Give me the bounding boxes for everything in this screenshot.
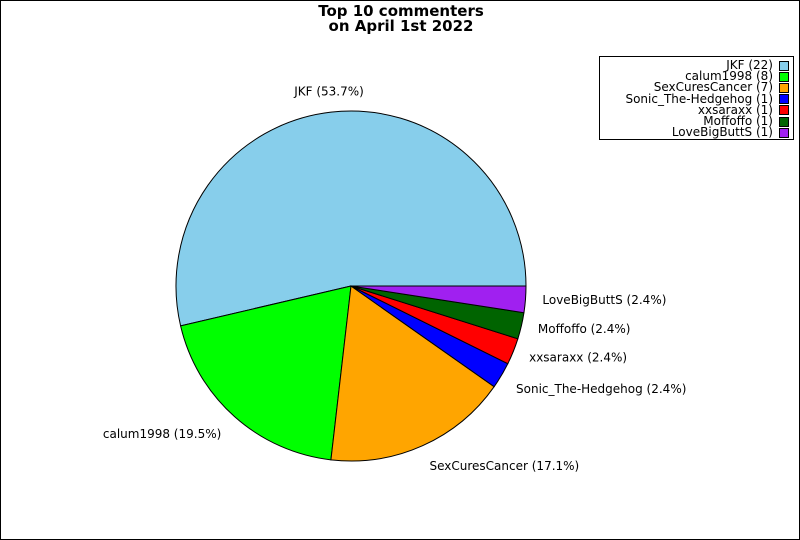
legend-item: Sonic_The-Hedgehog (1) [600,91,789,106]
legend-item: xxsaraxx (1) [600,102,789,117]
legend-label: SexCuresCancer (7) [653,80,773,95]
legend-swatch [779,116,789,127]
legend-label: Moffoffo (1) [703,114,773,129]
legend-label: xxsaraxx (1) [697,102,773,117]
slice-label-lovebigbutts: LoveBigButtS (2.4%) [542,293,666,307]
slice-label-sonic-the-hedgehog: Sonic_The-Hedgehog (2.4%) [516,382,686,396]
slice-label-xxsaraxx: xxsaraxx (2.4%) [529,350,627,364]
legend-item: SexCuresCancer (7) [600,80,789,95]
legend-item: Moffoffo (1) [600,114,789,129]
legend-swatch [779,105,789,116]
chart-legend: JKF (22) calum1998 (8) SexCuresCancer (7) S… [599,56,794,140]
legend-swatch [779,94,789,105]
chart-title-line-2: on April 1st 2022 [328,17,474,35]
slice-label-sexcurescancer: SexCuresCancer (17.1%) [430,459,580,473]
legend-label: Sonic_The-Hedgehog (1) [625,91,773,106]
legend-item: calum1998 (8) [600,69,789,84]
slice-label-moffoffo: Moffoffo (2.4%) [538,322,631,336]
legend-swatch [779,82,789,93]
legend-swatch [779,60,789,71]
legend-label: LoveBigButtS (1) [671,125,773,140]
pie-slice-jkf [175,110,527,327]
legend-label: calum1998 (8) [685,69,773,84]
pie-slice-calum1998 [179,285,352,461]
legend-label: JKF (22) [726,58,773,73]
legend-swatch [779,127,789,138]
legend-swatch [779,71,789,82]
legend-item: JKF (22) [600,58,789,73]
slice-label-calum1998: calum1998 (19.5%) [103,427,221,441]
slice-label-jkf: JKF (53.7%) [293,84,364,98]
pie-slice-sexcurescancer [330,285,495,462]
pie-slice-lovebigbutts [350,285,527,314]
legend-item: LoveBigButtS (1) [600,125,789,140]
chart-title-line-1: Top 10 commenters [318,2,484,20]
